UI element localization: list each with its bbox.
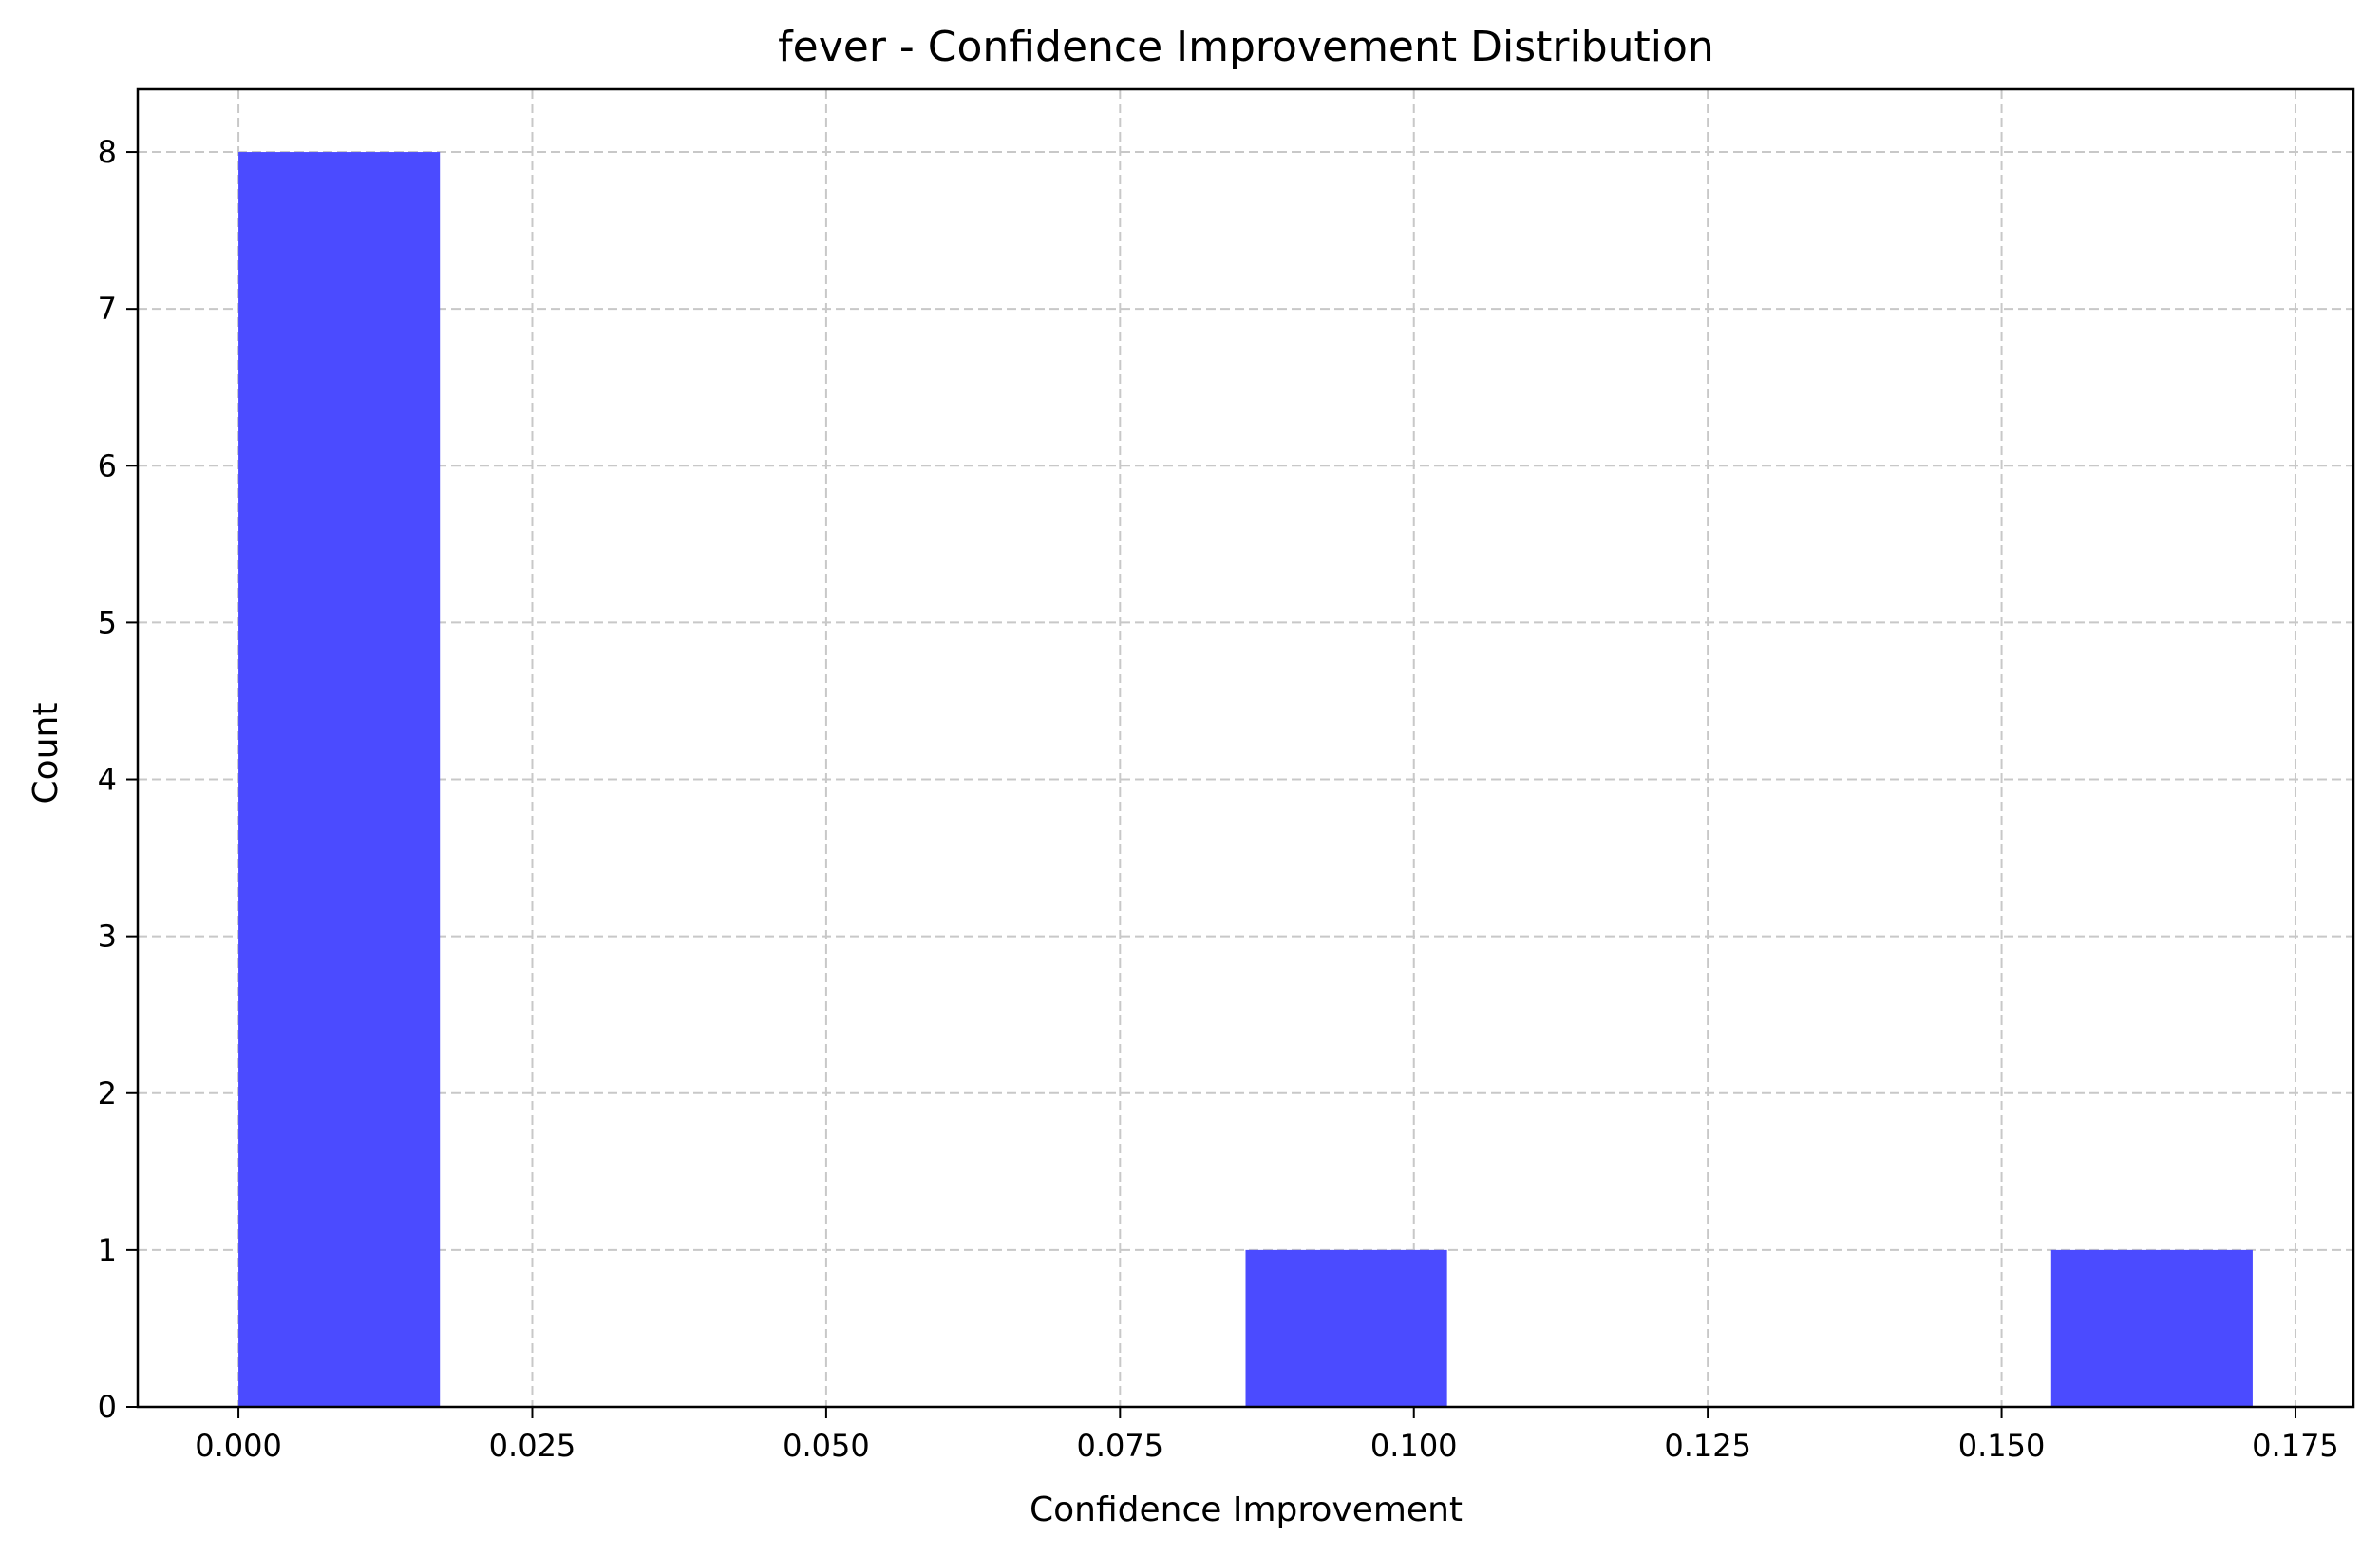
ticks-layer: 0.000 0.025 0.050 0.075 0.100 0.125 0.150 0.175… [98,134,2339,1464]
x-tick-label-7: 0.175 [2252,1428,2339,1464]
x-tick-label-1: 0.025 [489,1428,576,1464]
x-tick-label-2: 0.050 [783,1428,870,1464]
y-tick-label-1: 1 [98,1232,117,1268]
x-axis-title: Confidence Improvement [1029,1490,1463,1529]
x-tick-label-4: 0.100 [1370,1428,1458,1464]
histogram-bar-1 [1245,1249,1447,1407]
y-tick-label-7: 7 [98,291,117,327]
y-tick-label-3: 3 [98,919,117,955]
x-tick-label-6: 0.150 [1958,1428,2046,1464]
y-tick-label-5: 5 [98,604,117,640]
grid-layer [138,89,2353,1407]
y-axis-title: Count [27,703,66,805]
y-tick-label-8: 8 [98,134,117,170]
histogram-bar-2 [2050,1249,2253,1407]
x-tick-label-5: 0.125 [1664,1428,1751,1464]
y-tick-label-4: 4 [98,762,117,798]
chart-title: fever - Confidence Improvement Distribut… [778,23,1714,71]
histogram-bar-0 [238,152,441,1408]
x-tick-label-3: 0.075 [1077,1428,1164,1464]
y-tick-label-2: 2 [98,1075,117,1111]
y-tick-label-6: 6 [98,447,117,484]
y-tick-label-0: 0 [98,1389,117,1425]
x-tick-label-0: 0.000 [195,1428,282,1464]
plot-frame [136,87,2355,1409]
bars-layer [238,152,2253,1408]
